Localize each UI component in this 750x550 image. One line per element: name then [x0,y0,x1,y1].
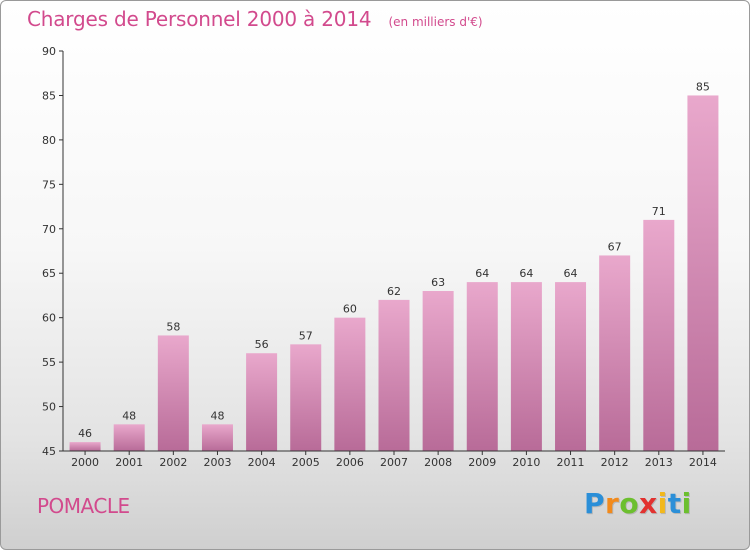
value-label-2009: 64 [475,267,489,280]
x-tick-label-2008: 2008 [424,456,452,469]
bar-2009 [466,282,498,451]
value-label-2001: 48 [122,409,136,422]
logo-letter: o [619,487,640,520]
proxiti-logo: Proxiti [584,487,692,520]
x-tick-label-2006: 2006 [336,456,364,469]
y-tick-label-60: 60 [42,312,56,325]
value-label-2007: 62 [387,285,401,298]
commune-name: POMACLE [37,494,130,518]
bar-2007 [378,299,410,451]
x-tick-label-2001: 2001 [115,456,143,469]
bars-group: 46 48 58 48 56 57 60 62 63 64 64 64 67 71 85 [69,80,719,451]
value-label-2012: 67 [608,240,622,253]
bar-2005 [290,344,322,451]
chart-title: Charges de Personnel 2000 à 2014 [27,7,372,31]
bar-2012 [599,255,631,451]
bar-2002 [157,335,189,451]
x-tick-label-2011: 2011 [557,456,585,469]
bar-2014 [687,95,719,451]
y-tick-label-45: 45 [42,445,56,458]
y-tick-label-70: 70 [42,223,56,236]
value-label-2014: 85 [696,80,710,93]
y-tick-label-55: 55 [42,356,56,369]
logo-letter: i [657,487,668,520]
y-tick-label-50: 50 [42,401,56,414]
bar-2011 [555,282,587,451]
x-tick-label-2004: 2004 [248,456,276,469]
x-tick-label-2014: 2014 [689,456,717,469]
value-label-2013: 71 [652,205,666,218]
logo-letter: r [605,487,620,520]
value-label-2003: 48 [210,409,224,422]
bar-2010 [510,282,542,451]
chart-title-row: Charges de Personnel 2000 à 2014 (en mil… [27,7,483,31]
logo-letter: t [667,487,682,520]
bar-2008 [422,291,454,451]
bar-2000 [69,442,101,451]
y-tick-label-80: 80 [42,134,56,147]
value-label-2004: 56 [255,338,269,351]
bar-2001 [113,424,145,451]
x-tick-label-2000: 2000 [71,456,99,469]
y-tick-label-85: 85 [42,89,56,102]
x-tick-label-2007: 2007 [380,456,408,469]
y-tick-label-65: 65 [42,267,56,280]
x-tick-label-2010: 2010 [512,456,540,469]
value-label-2002: 58 [166,320,180,333]
bar-2006 [334,317,366,451]
value-label-2010: 64 [519,267,533,280]
bar-2013 [643,219,675,451]
y-tick-label-90: 90 [42,45,56,58]
x-tick-label-2002: 2002 [159,456,187,469]
bar-2003 [201,424,233,451]
axes-group: 2000 2001 2002 2003 2004 2005 2006 2007 2008 2009… [42,45,725,469]
chart-subtitle: (en milliers d'€) [388,15,483,29]
x-tick-label-2003: 2003 [203,456,231,469]
x-tick-label-2009: 2009 [468,456,496,469]
value-label-2000: 46 [78,427,92,440]
x-tick-label-2012: 2012 [601,456,629,469]
logo-letter: P [584,487,606,520]
logo-letter: x [639,487,658,520]
x-tick-label-2005: 2005 [292,456,320,469]
y-tick-label-75: 75 [42,178,56,191]
value-label-2006: 60 [343,303,357,316]
bar-2004 [246,353,278,451]
value-label-2011: 64 [564,267,578,280]
x-tick-label-2013: 2013 [645,456,673,469]
value-label-2008: 63 [431,276,445,289]
logo-letter: i [681,487,692,520]
value-label-2005: 57 [299,329,313,342]
